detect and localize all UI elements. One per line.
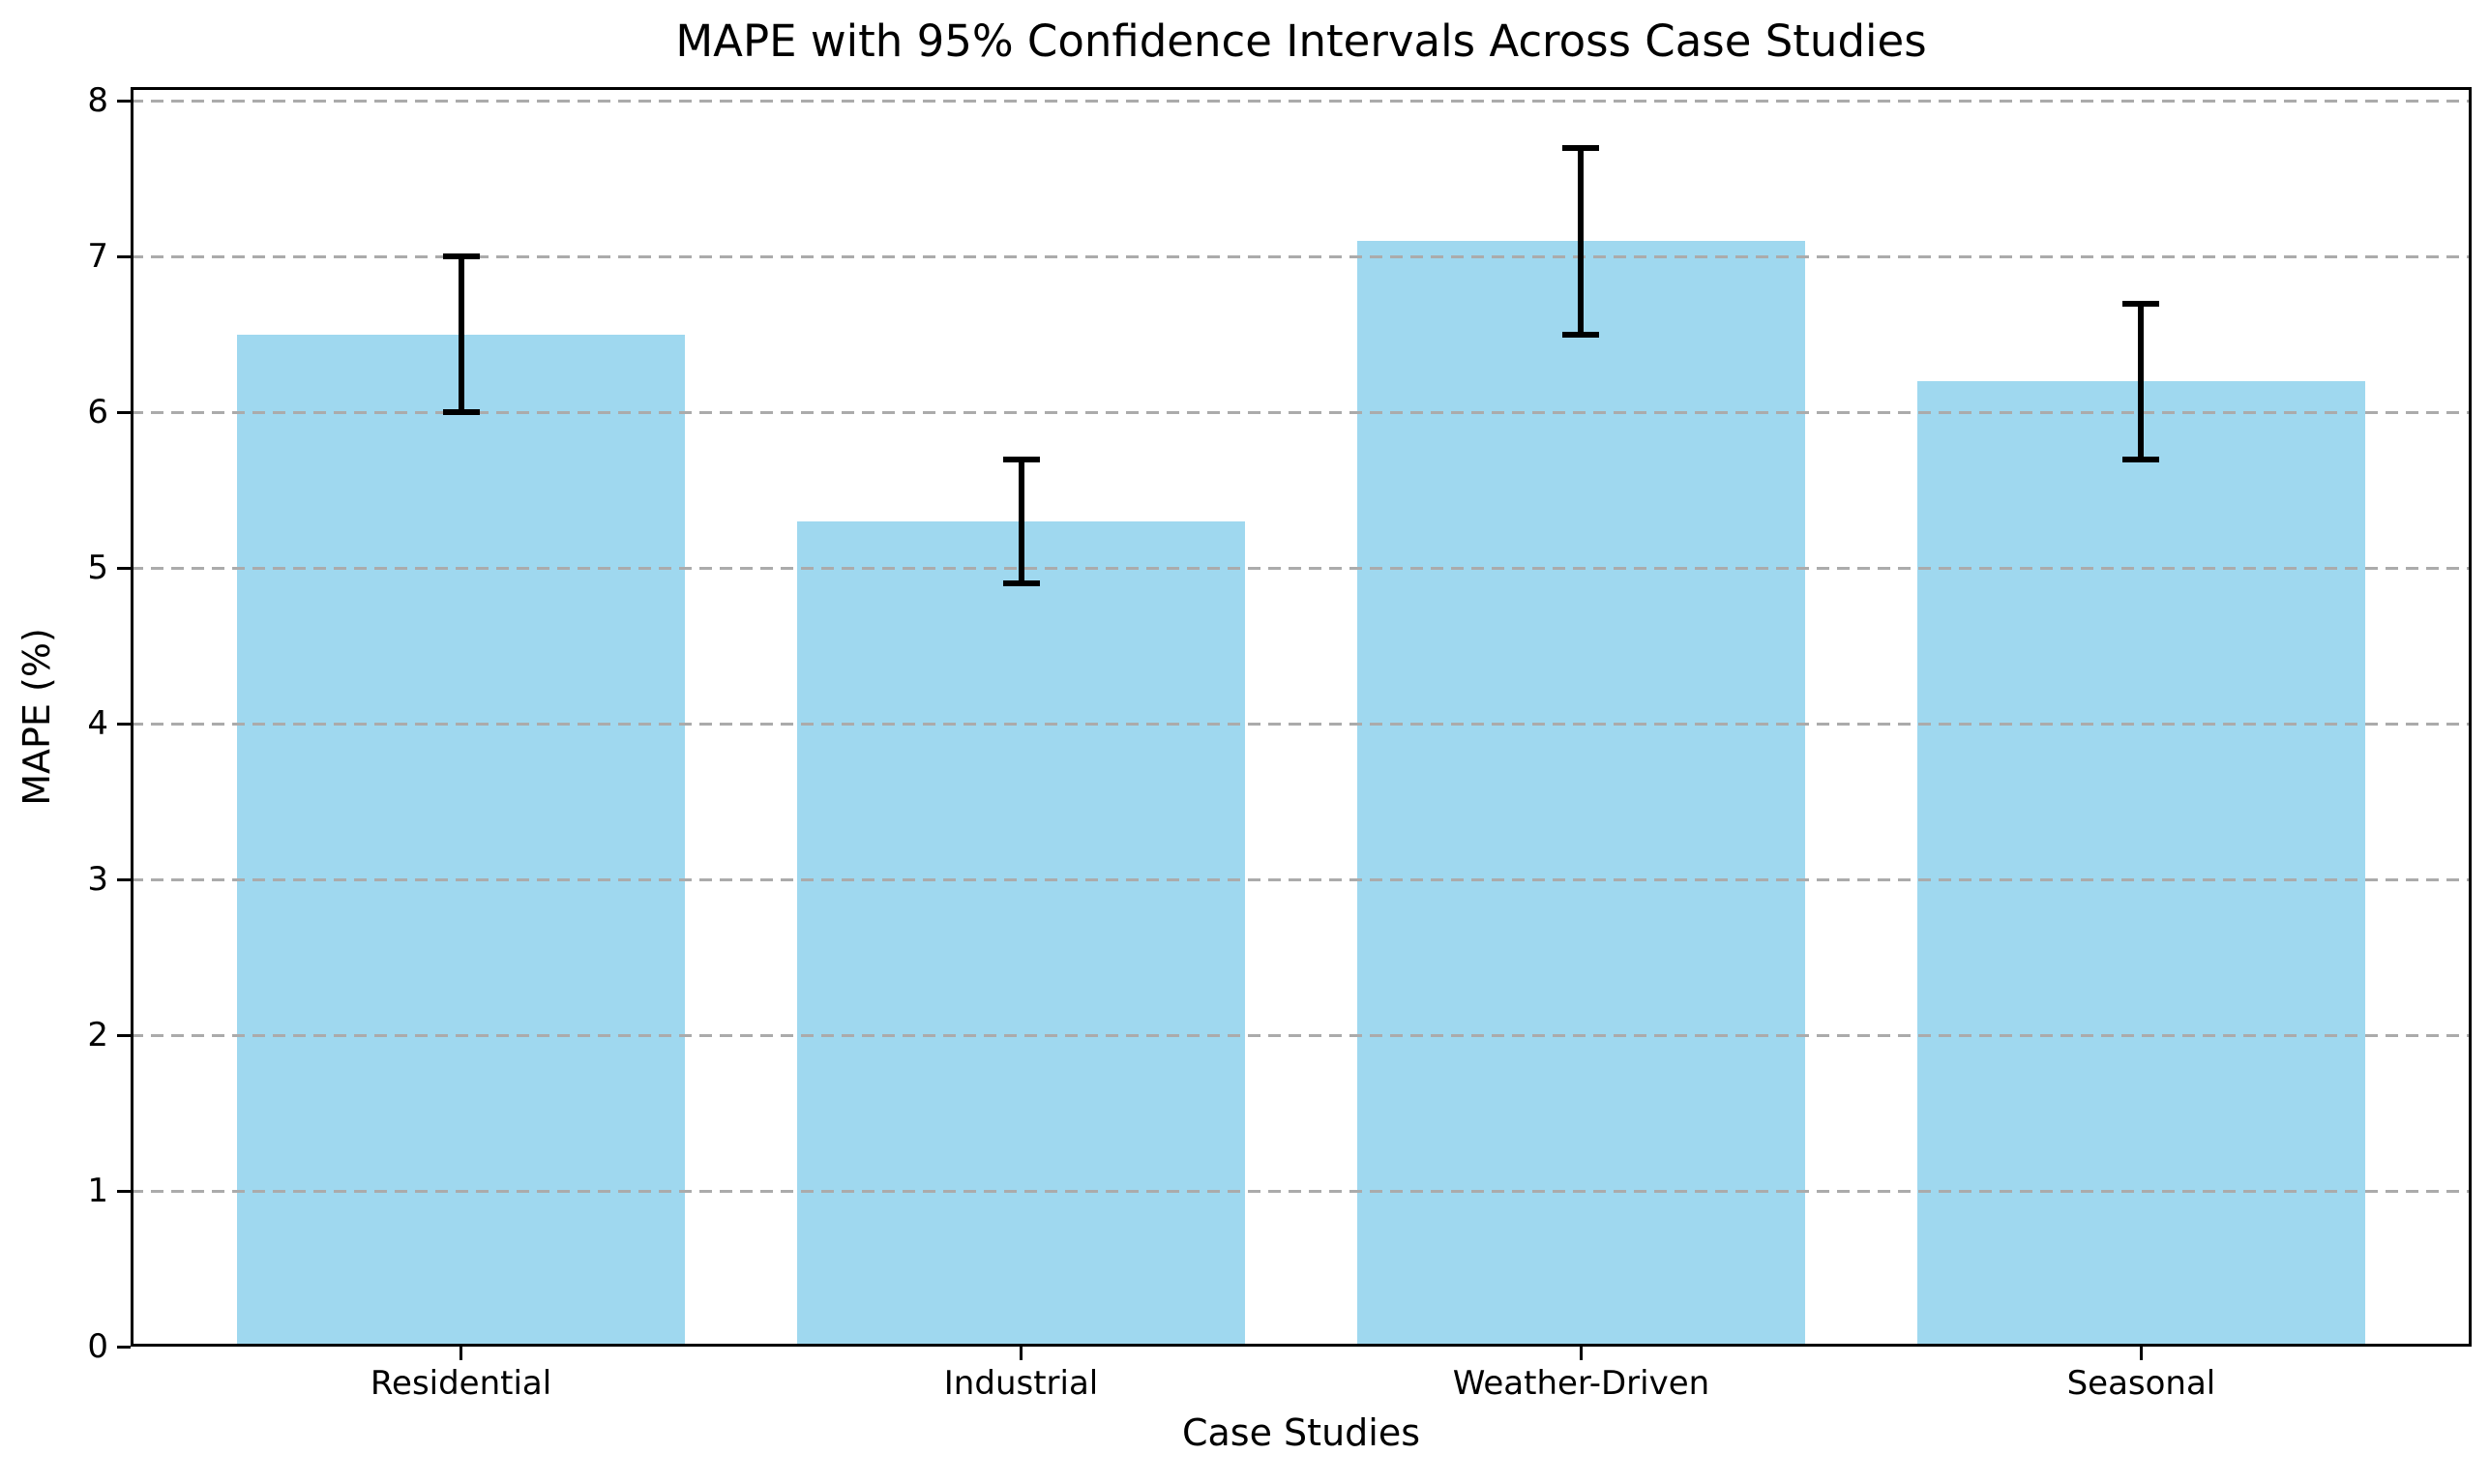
plot-area	[131, 87, 2472, 1347]
x-tick-label-2: Weather-Driven	[1452, 1364, 1710, 1403]
grid-line-y2	[131, 1033, 2472, 1037]
error-bar-line-3	[2138, 303, 2145, 460]
x-tick-mark-3	[2139, 1347, 2143, 1360]
y-tick-mark-8	[117, 99, 131, 103]
bar-residential	[237, 334, 686, 1347]
y-tick-mark-5	[117, 566, 131, 570]
error-bar-cap-bottom-2	[1562, 331, 1600, 338]
y-tick-label-6: 6	[87, 393, 108, 432]
error-bar-line-0	[458, 256, 464, 413]
grid-line-y7	[131, 254, 2472, 258]
x-tick-mark-1	[1020, 1347, 1023, 1360]
grid-line-y6	[131, 410, 2472, 414]
x-axis-label: Case Studies	[1181, 1411, 1421, 1454]
grid-line-y8	[131, 99, 2472, 103]
error-bars-layer	[131, 87, 2472, 1347]
y-axis-label: MAPE (%)	[15, 628, 58, 806]
error-bar-cap-bottom-0	[442, 409, 480, 416]
y-tick-mark-4	[117, 722, 131, 726]
bar-seasonal	[1916, 381, 2365, 1347]
y-tick-mark-6	[117, 410, 131, 414]
x-tick-label-0: Residential	[370, 1364, 552, 1403]
y-tick-label-4: 4	[87, 704, 108, 744]
error-bar-line-2	[1578, 147, 1585, 335]
y-tick-label-1: 1	[87, 1172, 108, 1211]
x-tick-mark-2	[1579, 1347, 1583, 1360]
y-tick-label-2: 2	[87, 1016, 108, 1055]
grid-line-y1	[131, 1189, 2472, 1193]
y-tick-label-8: 8	[87, 81, 108, 121]
grid-line-y4	[131, 722, 2472, 726]
error-bar-cap-top-1	[1002, 456, 1040, 462]
y-tick-label-5: 5	[87, 549, 108, 588]
error-bar-cap-top-3	[2122, 300, 2160, 307]
y-tick-mark-0	[117, 1345, 131, 1349]
y-tick-mark-3	[117, 877, 131, 881]
x-tick-mark-0	[459, 1347, 463, 1360]
y-tick-mark-2	[117, 1033, 131, 1037]
error-bar-line-1	[1018, 459, 1024, 584]
x-tick-label-3: Seasonal	[2066, 1364, 2216, 1403]
y-tick-mark-7	[117, 254, 131, 258]
bars-layer	[131, 87, 2472, 1347]
bar-industrial	[796, 521, 1246, 1347]
y-tick-mark-1	[117, 1189, 131, 1193]
x-tick-label-1: Industrial	[943, 1364, 1099, 1403]
error-bar-cap-top-0	[442, 253, 480, 260]
y-tick-label-0: 0	[87, 1327, 108, 1366]
grid-line-y3	[131, 877, 2472, 881]
y-tick-label-7: 7	[87, 237, 108, 277]
error-bar-cap-top-2	[1562, 144, 1600, 151]
error-bar-cap-bottom-3	[2122, 456, 2160, 462]
chart-title: MAPE with 95% Confidence Intervals Acros…	[675, 15, 1927, 67]
error-bar-cap-bottom-1	[1002, 580, 1040, 587]
bar-weather-driven	[1356, 241, 1806, 1347]
grid-line-y5	[131, 566, 2472, 570]
grid-layer	[131, 87, 2472, 1347]
y-tick-label-3: 3	[87, 860, 108, 900]
